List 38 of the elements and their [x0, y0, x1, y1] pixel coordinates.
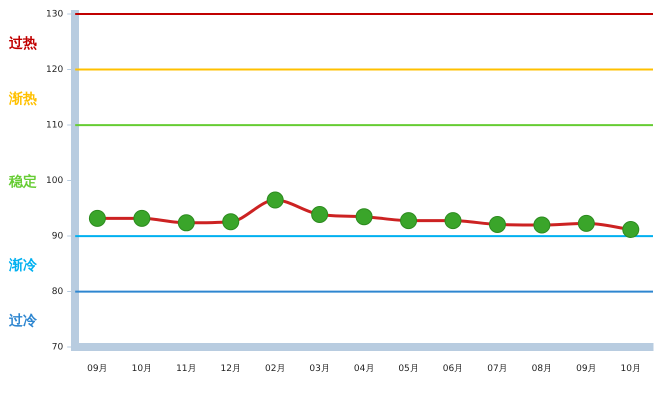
point [222, 213, 240, 230]
point [622, 220, 640, 238]
x-tick-label: 06月 [442, 364, 464, 374]
point [444, 212, 462, 230]
point [400, 212, 418, 230]
x-tick-label: 09月 [576, 364, 597, 374]
text: 稳定 [8, 173, 37, 190]
text: 过热 [8, 35, 37, 52]
x-tick-label: 12月 [220, 364, 241, 374]
x-tick-label: 08月 [532, 364, 552, 374]
text: 过冷 [8, 313, 38, 330]
x-tick-label: 04月 [354, 364, 374, 374]
x-tick-label: 07月 [487, 364, 508, 374]
y-tick-label: 120 [46, 64, 64, 75]
x-tick-label: 10月 [620, 364, 642, 374]
point [311, 206, 328, 223]
y-tick-label: 80 [52, 287, 64, 298]
text: 渐热 [8, 90, 37, 107]
point [356, 208, 373, 226]
point [178, 214, 195, 232]
x-tick-label: 05月 [398, 364, 419, 374]
y-tick-label: 100 [46, 176, 64, 186]
point [88, 210, 106, 227]
point [533, 216, 550, 234]
point [488, 216, 506, 233]
y-tick-label: 70 [52, 342, 64, 353]
y-tick-label: 130 [46, 9, 64, 20]
x-tick-label: 09月 [87, 364, 108, 374]
x-tick-label: 02月 [264, 364, 286, 374]
point [266, 192, 284, 209]
y-tick-label: 90 [52, 231, 64, 242]
x-tick-label: 11月 [176, 364, 197, 374]
x-tick-label: 10月 [132, 364, 152, 374]
point [133, 210, 150, 227]
text: 渐冷 [8, 258, 38, 274]
point [578, 214, 595, 232]
y-tick-label: 110 [46, 120, 64, 130]
x-tick-label: 03月 [309, 364, 330, 374]
